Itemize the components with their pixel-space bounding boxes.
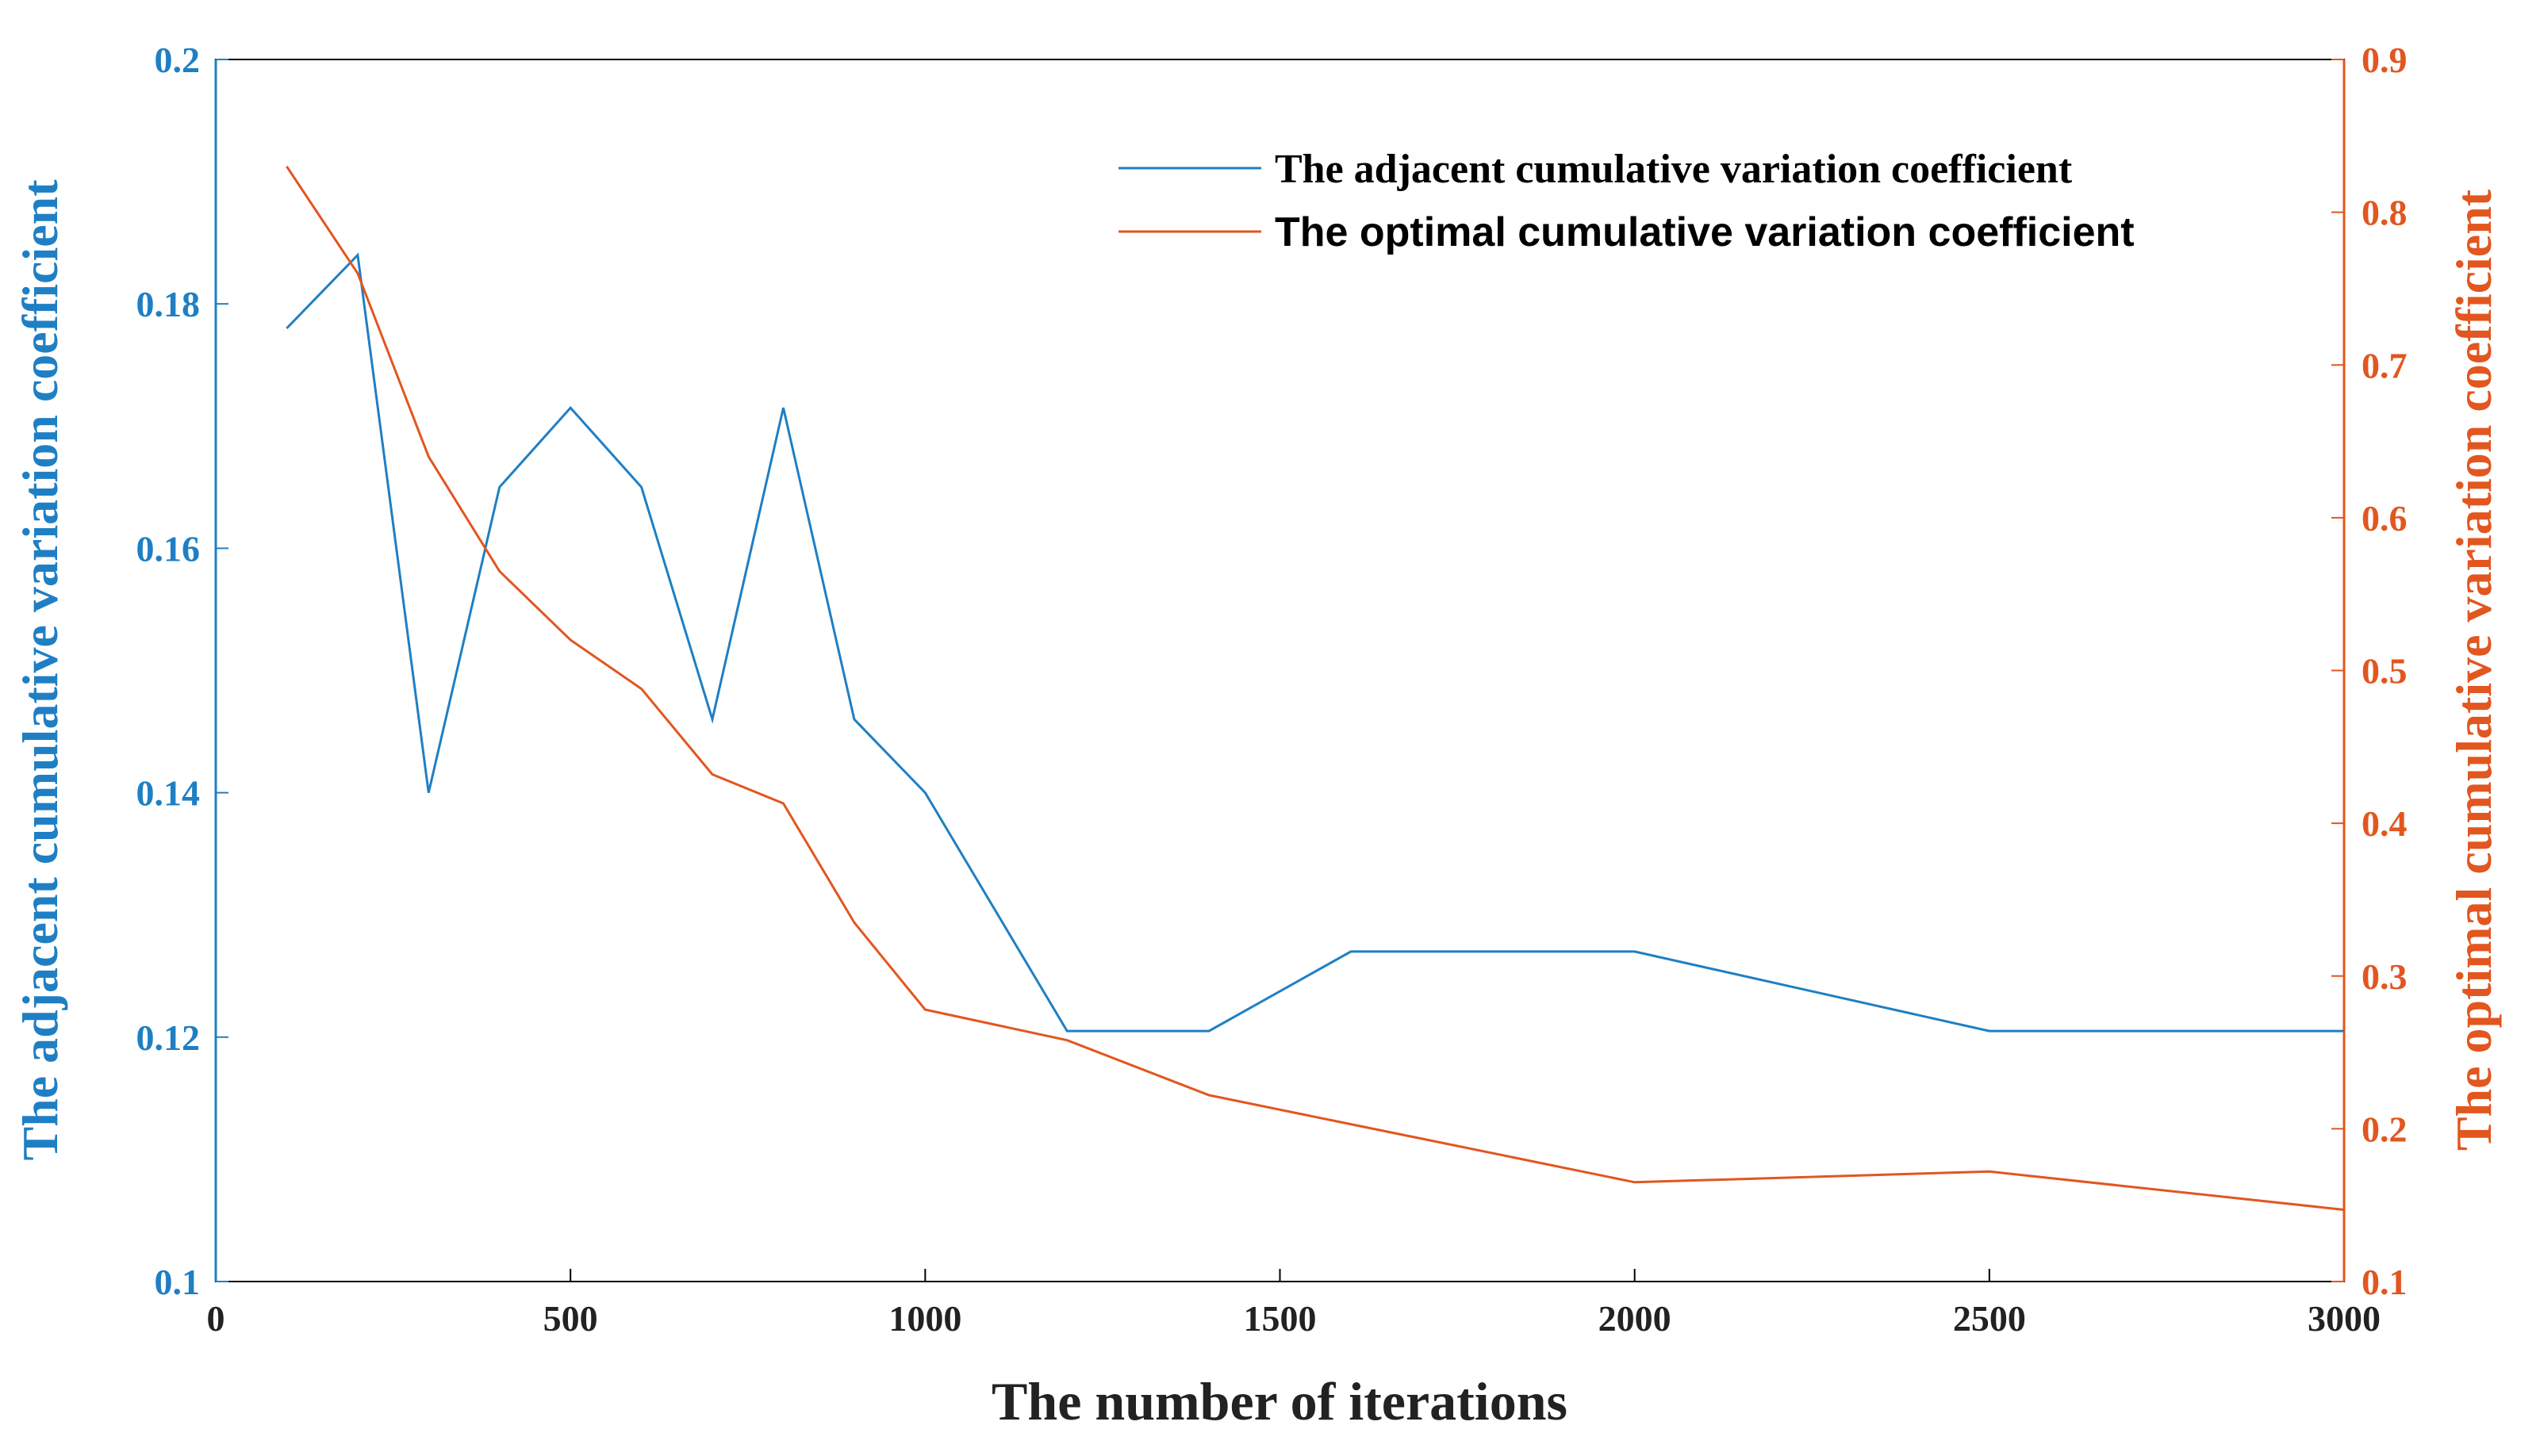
right-y-tick-label: 0.6 — [2362, 498, 2408, 538]
x-axis-title: The number of iterations — [992, 1371, 1567, 1431]
x-tick-label: 500 — [543, 1298, 598, 1339]
right-y-tick-label: 0.9 — [2362, 40, 2408, 80]
x-tick-label: 2000 — [1598, 1298, 1671, 1339]
right-y-axis: 0.1 0.2 0.3 0.4 0.5 0.6 0.7 0.8 0.9 — [2331, 40, 2408, 1302]
legend-label-adjacent: The adjacent cumulative variation coeffi… — [1275, 147, 2073, 192]
right-y-tick-label: 0.7 — [2362, 345, 2408, 385]
left-y-axis-title: The adjacent cumulative variation coeffi… — [12, 179, 68, 1161]
left-y-tick-label: 0.14 — [136, 773, 201, 814]
x-tick-label: 3000 — [2308, 1298, 2381, 1339]
left-y-tick-label: 0.2 — [155, 40, 201, 80]
right-y-tick-label: 0.4 — [2362, 803, 2408, 844]
right-y-tick-label: 0.5 — [2362, 651, 2408, 692]
left-y-tick-label: 0.12 — [136, 1017, 201, 1058]
legend: The adjacent cumulative variation coeffi… — [1118, 147, 2135, 255]
right-y-tick-label: 0.3 — [2362, 956, 2408, 997]
x-tick-label: 1000 — [888, 1298, 961, 1339]
left-y-axis: 0.1 0.12 0.14 0.16 0.18 0.2 — [136, 40, 228, 1302]
x-tick-label: 2500 — [1953, 1298, 2026, 1339]
optimal-series-line — [286, 165, 2345, 1211]
x-tick-label: 0 — [207, 1298, 225, 1339]
adjacent-series-line — [286, 252, 2344, 1033]
right-y-tick-label: 0.8 — [2362, 193, 2408, 233]
right-y-tick-label: 0.1 — [2362, 1262, 2408, 1302]
right-y-tick-label: 0.2 — [2362, 1109, 2408, 1149]
x-axis: 0 500 1000 1500 2000 2500 3000 — [207, 1269, 2381, 1339]
series-layer — [286, 165, 2345, 1211]
left-y-tick-label: 0.18 — [136, 284, 201, 324]
left-y-tick-label: 0.1 — [155, 1262, 201, 1302]
right-y-axis-title: The optimal cumulative variation coeffic… — [2446, 189, 2502, 1151]
x-tick-label: 1500 — [1244, 1298, 1317, 1339]
legend-label-optimal: The optimal cumulative variation coeffic… — [1275, 209, 2135, 255]
left-y-tick-label: 0.16 — [136, 528, 201, 569]
